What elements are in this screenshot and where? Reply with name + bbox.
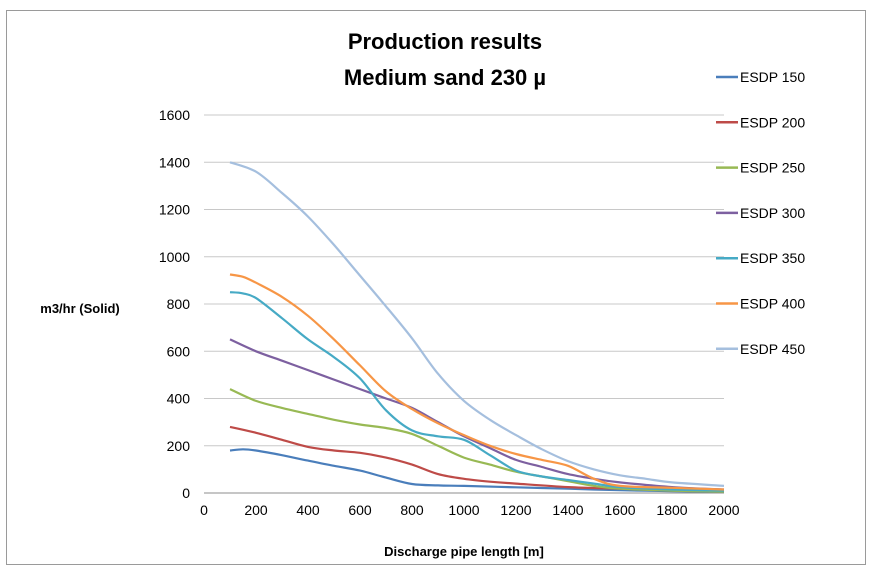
x-tick-label-600: 600 (348, 502, 372, 518)
series-line-esdp-150 (229, 448, 725, 493)
y-tick-label-1000: 1000 (159, 249, 190, 265)
series-line-esdp-300 (229, 338, 725, 491)
x-tick-label-0: 0 (200, 502, 208, 518)
x-tick-label-1400: 1400 (552, 502, 583, 518)
chart-title-line-2: Medium sand 230 µ (344, 65, 546, 90)
series-line-esdp-200 (229, 425, 725, 493)
legend: ESDP 150 ESDP 200 ESDP 250 ESDP 300 ESDP 350… (716, 69, 805, 357)
axes: Production results Medium sand 230 µ m3/… (40, 29, 740, 559)
y-tick-label-600: 600 (167, 343, 191, 359)
series-line-esdp-400 (229, 273, 725, 491)
y-tick-label-800: 800 (167, 296, 191, 312)
line-chart: Production results Medium sand 230 µ m3/… (40, 29, 805, 559)
legend-label-esdp-150: ESDP 150 (740, 69, 805, 85)
x-tick-label-2000: 2000 (708, 502, 739, 518)
x-tick-label-1600: 1600 (604, 502, 635, 518)
x-tick-label-1200: 1200 (500, 502, 531, 518)
series-line-esdp-250 (229, 388, 725, 493)
x-axis-label: Discharge pipe length [m] (384, 544, 544, 559)
series-line-esdp-450 (229, 161, 725, 487)
x-tick-label-1000: 1000 (448, 502, 479, 518)
y-tick-label-400: 400 (167, 391, 191, 407)
y-tick-label-1200: 1200 (159, 202, 190, 218)
y-tick-label-1600: 1600 (159, 107, 190, 123)
series-line-esdp-350 (229, 291, 725, 492)
chart-frame: Production results Medium sand 230 µ m3/… (6, 10, 866, 565)
gridlines (204, 114, 724, 447)
chart-title-line-1: Production results (348, 29, 542, 54)
y-tick-label-0: 0 (182, 485, 190, 501)
series-lines (229, 161, 725, 493)
legend-label-esdp-300: ESDP 300 (740, 205, 805, 221)
legend-label-esdp-350: ESDP 350 (740, 250, 805, 266)
y-tick-label-200: 200 (167, 438, 191, 454)
y-axis-label: m3/hr (Solid) (40, 301, 119, 316)
x-tick-label-800: 800 (400, 502, 424, 518)
legend-label-esdp-250: ESDP 250 (740, 160, 805, 176)
x-tick-label-1800: 1800 (656, 502, 687, 518)
x-tick-label-400: 400 (296, 502, 320, 518)
legend-label-esdp-400: ESDP 400 (740, 296, 805, 312)
x-tick-label-200: 200 (244, 502, 268, 518)
legend-label-esdp-450: ESDP 450 (740, 341, 805, 357)
page-top-margin (0, 0, 873, 10)
y-tick-label-1400: 1400 (159, 154, 190, 170)
legend-label-esdp-200: ESDP 200 (740, 114, 805, 130)
